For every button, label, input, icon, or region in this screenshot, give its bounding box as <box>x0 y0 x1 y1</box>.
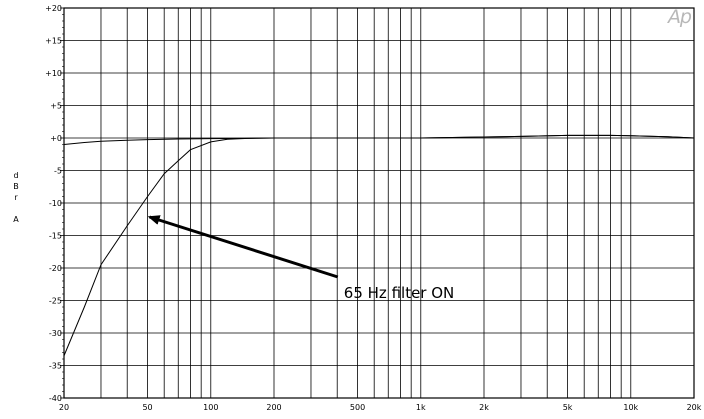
x-tick-label: 5k <box>563 403 573 412</box>
x-tick-label: 1k <box>416 403 426 412</box>
x-tick-label: 100 <box>203 403 218 412</box>
x-tick-label: 20k <box>687 403 702 412</box>
y-tick-label: -20 <box>49 264 62 273</box>
chart-series <box>63 134 695 356</box>
y-tick-label: -35 <box>49 362 62 371</box>
annotation-label: 65 Hz filter ON <box>344 284 454 302</box>
ap-logo: Ap <box>667 6 692 28</box>
series-line-1 <box>63 134 695 145</box>
y-tick-label: +20 <box>45 4 62 13</box>
y-tick-label: +10 <box>45 69 62 78</box>
y-tick-label: -40 <box>49 394 62 403</box>
x-tick-label: 500 <box>350 403 365 412</box>
x-tick-label: 2k <box>479 403 489 412</box>
x-tick-label: 200 <box>266 403 281 412</box>
x-tick-label: 10k <box>623 403 638 412</box>
series-line-2 <box>63 134 695 356</box>
y-tick-label: +15 <box>45 37 62 46</box>
y-tick-label: +5 <box>50 102 62 111</box>
y-axis-label-letter: B <box>13 182 19 191</box>
x-tick-label: 20 <box>59 403 69 412</box>
x-tick-label: 50 <box>142 403 152 412</box>
y-tick-label: -25 <box>49 297 62 306</box>
y-axis-label-letter: d <box>13 171 19 180</box>
y-tick-label: -30 <box>49 329 62 338</box>
y-tick-label: +0 <box>50 134 62 143</box>
chart-grid <box>60 7 695 399</box>
y-axis-label-letter: A <box>13 215 19 224</box>
y-axis-label: d B r A <box>8 172 24 227</box>
chart-annotations: 65 Hz filter ON <box>147 215 454 302</box>
y-tick-label: -15 <box>49 232 62 241</box>
y-tick-label: -10 <box>49 199 62 208</box>
plot-frame <box>63 7 695 399</box>
y-tick-label: -5 <box>54 167 62 176</box>
annotation-arrow <box>147 215 339 279</box>
y-axis-label-letter: r <box>14 193 18 202</box>
